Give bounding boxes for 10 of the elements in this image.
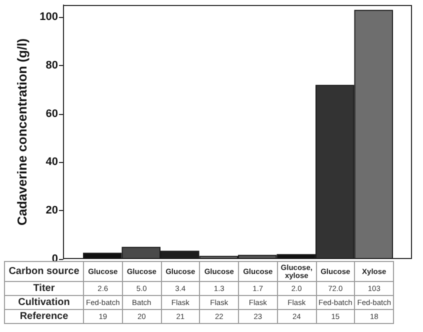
y-tick-label: 40 bbox=[46, 156, 58, 168]
y-tick-label: 60 bbox=[46, 108, 58, 120]
text: Titer bbox=[4, 282, 84, 296]
text: Reference bbox=[4, 310, 84, 324]
text: Carbon source bbox=[8, 266, 80, 276]
y-axis-title: Cadaverine concentration (g/l) bbox=[14, 38, 30, 226]
text: Cultivation bbox=[4, 296, 84, 310]
y-tick-label: 100 bbox=[40, 11, 58, 24]
y-tick-label: 20 bbox=[46, 204, 58, 217]
y-tick-label: 80 bbox=[46, 59, 58, 72]
